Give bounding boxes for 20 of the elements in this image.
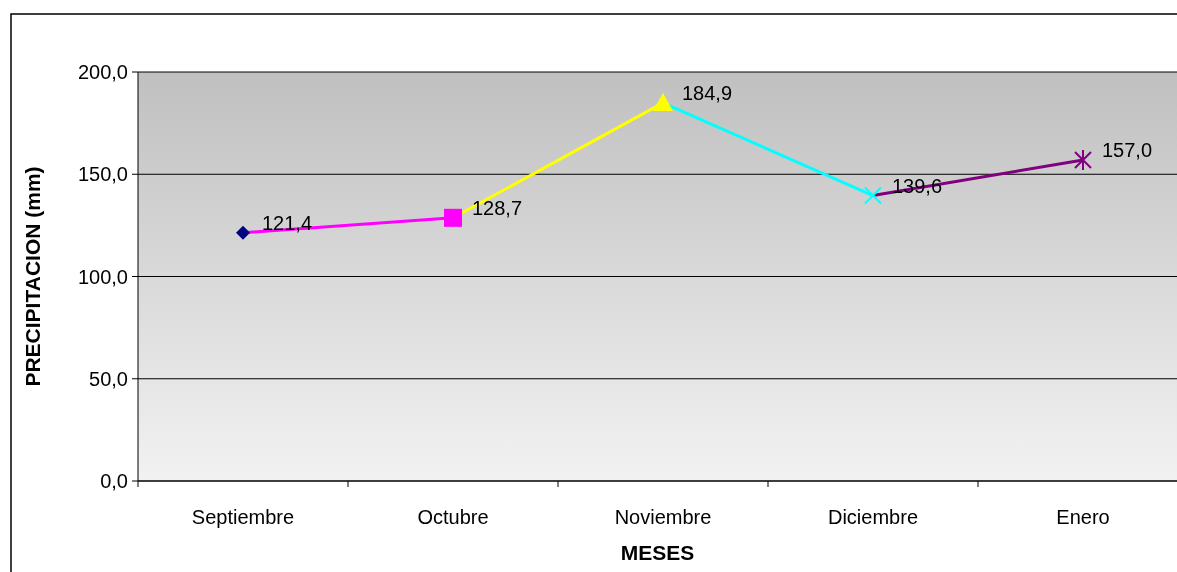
x-tick-label: Noviembre [614,506,712,528]
data-label: 157,0 [1102,138,1153,161]
point [1074,148,1092,171]
data-label: 121,4 [262,211,313,234]
x-tick-label: Septiembre [191,506,295,528]
y-axis-title: PRECIPITACION (mm) [21,166,44,387]
data-label: 128,7 [472,196,523,219]
x-tick-label: Diciembre [827,506,919,528]
y-tick-label: 100,0 [77,265,128,288]
point [864,186,882,205]
y-tick-label: 50,0 [89,367,128,390]
y-tick-label: 150,0 [77,163,128,186]
data-label: 184,9 [682,81,733,104]
y-tick-label: 200,0 [77,61,128,83]
x-tick-label: Enero [1056,506,1110,528]
x-axis-title: MESES [620,541,695,564]
point [444,208,462,227]
y-tick-label: 0,0 [100,470,128,492]
x-tick-label: Octubre [417,506,489,528]
point [653,92,673,111]
